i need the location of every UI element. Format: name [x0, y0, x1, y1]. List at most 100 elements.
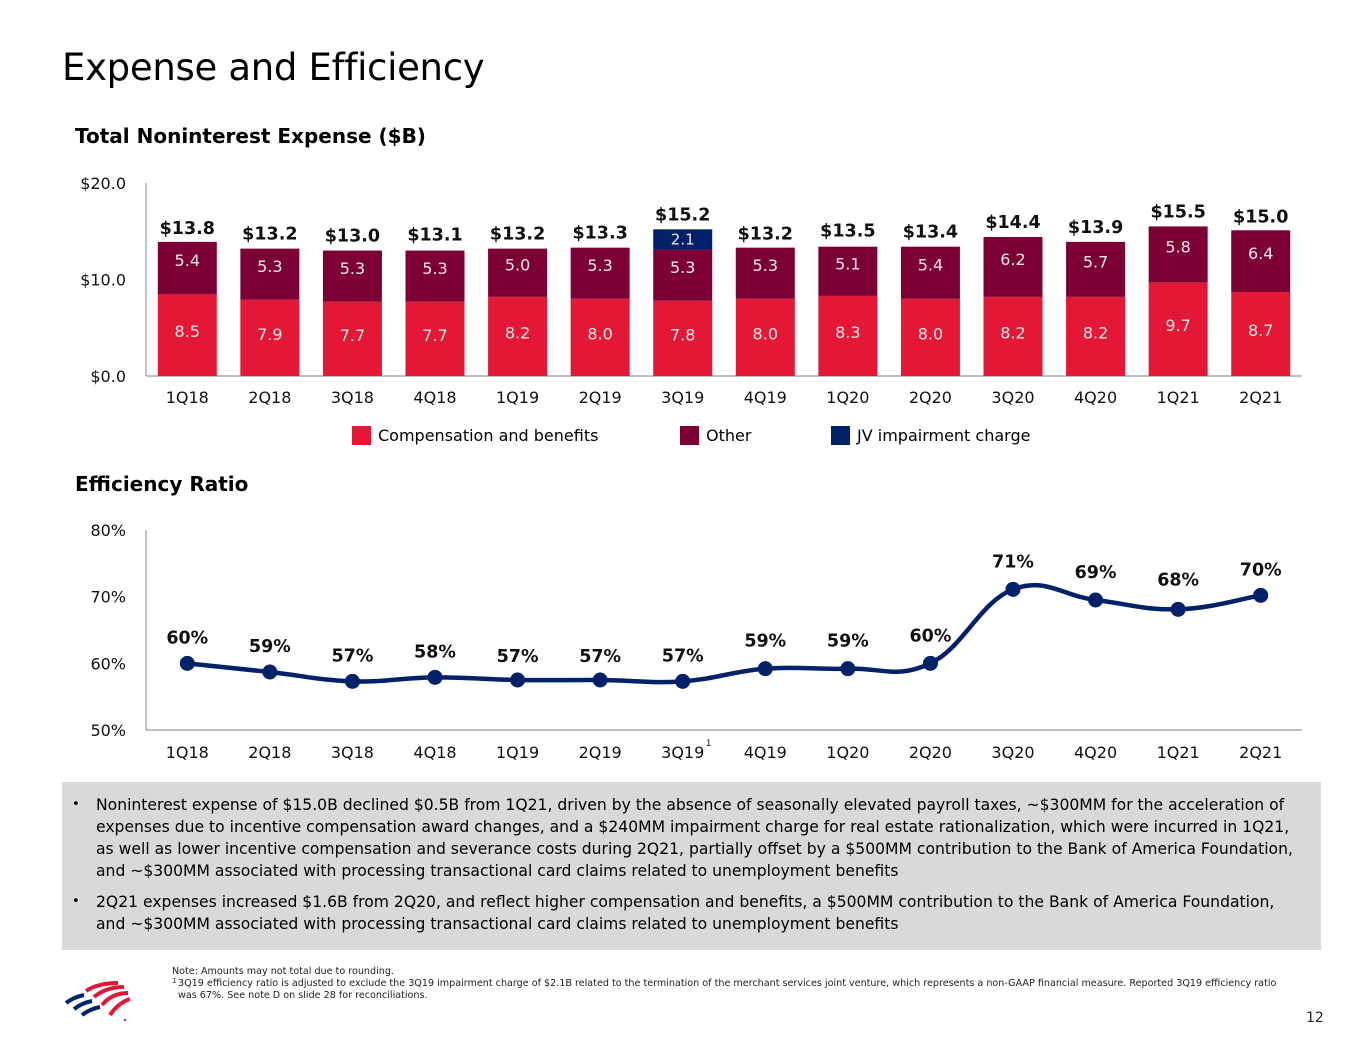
legend-item-compensation: Compensation and benefits	[352, 424, 598, 446]
bar-segment-label: 5.3	[753, 256, 778, 275]
bar-segment-other	[653, 249, 713, 301]
bar-segment-other	[240, 248, 300, 300]
bar-total-label: $13.8	[160, 219, 215, 239]
efficiency-ratio-point	[1253, 587, 1269, 603]
legend-swatch-jv	[831, 425, 850, 445]
legend-swatch-compensation	[352, 425, 371, 445]
bar-segment-compensation-and-benefits	[983, 296, 1043, 376]
bar-segment-label: 8.2	[1000, 323, 1025, 342]
x-tick-label: 1Q19	[496, 388, 539, 407]
bar-segment-label: 7.7	[340, 326, 365, 345]
efficiency-ratio-label: 57%	[497, 647, 539, 667]
efficiency-ratio-point	[592, 672, 608, 688]
bar-segment-compensation-and-benefits	[157, 293, 217, 376]
bar-total-label: $13.4	[903, 223, 958, 243]
efficiency-ratio-point	[1088, 592, 1104, 608]
x-tick-label: 2Q18	[248, 388, 291, 407]
bar-total-label: $13.5	[820, 222, 875, 242]
bar-segment-label: 5.8	[1165, 237, 1190, 256]
x-tick-footnote-marker: 1	[706, 739, 712, 749]
bar-segment-other	[570, 247, 630, 299]
bar-segment-label: 5.7	[1083, 252, 1108, 271]
efficiency-ratio-point	[757, 661, 773, 677]
legend-label-other: Other	[706, 425, 752, 445]
bar-total-label: $13.0	[325, 227, 380, 247]
x-tick-label: 1Q18	[166, 388, 209, 407]
bar-segment-other	[900, 246, 960, 299]
efficiency-ratio-point	[510, 672, 526, 688]
footnote-note: Note: Amounts may not total due to round…	[172, 966, 394, 977]
efficiency-ratio-point	[262, 664, 278, 680]
efficiency-ratio-label: 71%	[992, 552, 1034, 572]
commentary-box: Noninterest expense of $15.0B declined $…	[62, 782, 1321, 950]
bar-segment-compensation-and-benefits	[653, 300, 713, 376]
bar-segment-label: 5.3	[670, 258, 695, 277]
bar-segment-other	[1148, 226, 1208, 283]
x-tick-label: 4Q20	[1074, 743, 1117, 762]
efficiency-ratio-point	[1005, 581, 1021, 597]
bar-segment-label: 7.9	[257, 325, 282, 344]
legend-item-other: Other	[680, 424, 751, 446]
y-tick-label: 80%	[90, 521, 126, 540]
bar-segment-label: 5.3	[257, 257, 282, 276]
bar-segment-other	[818, 246, 878, 296]
bar-segment-other	[405, 250, 465, 302]
legend-label-jv: JV impairment charge	[857, 425, 1031, 445]
x-tick-label: 2Q19	[579, 743, 622, 762]
bar-segment-other	[488, 248, 548, 297]
bar-segment-label: 7.8	[670, 325, 695, 344]
efficiency-ratio-label: 69%	[1075, 563, 1117, 583]
expense-chart-title: Total Noninterest Expense ($B)	[75, 124, 426, 148]
efficiency-ratio-point	[922, 655, 938, 671]
bar-segment-label: 9.7	[1165, 316, 1190, 335]
legend-item-jv: JV impairment charge	[831, 424, 1030, 446]
bar-segment-label: 5.3	[340, 259, 365, 278]
efficiency-ratio-point	[427, 669, 443, 685]
bar-segment-compensation-and-benefits	[900, 298, 960, 376]
efficiency-ratio-point	[179, 655, 195, 671]
efficiency-ratio-label: 58%	[414, 642, 456, 662]
bar-segment-label: 8.5	[175, 322, 200, 341]
efficiency-ratio-label: 59%	[827, 632, 869, 652]
efficiency-ratio-label: 60%	[909, 626, 951, 646]
x-tick-label: 4Q18	[413, 743, 456, 762]
bar-segment-compensation-and-benefits	[735, 298, 795, 376]
efficiency-ratio-label: 57%	[662, 646, 704, 666]
bar-segment-label: 5.3	[587, 256, 612, 275]
bar-segment-other	[735, 247, 795, 299]
bar-segment-jv-impairment-charge	[653, 229, 713, 250]
bar-total-label: $15.0	[1233, 207, 1288, 227]
efficiency-ratio-point	[675, 673, 691, 689]
y-tick-label: 50%	[90, 721, 126, 740]
x-tick-label: 4Q19	[744, 743, 787, 762]
bar-segment-label: 7.7	[422, 326, 447, 345]
bar-segment-label: 5.4	[918, 256, 943, 275]
bar-total-label: $14.4	[985, 213, 1040, 233]
bar-segment-other	[157, 241, 217, 294]
efficiency-ratio-point	[1170, 601, 1186, 617]
legend-label-compensation: Compensation and benefits	[378, 425, 599, 445]
x-tick-label: 1Q21	[1157, 388, 1200, 407]
bar-total-label: $13.2	[490, 225, 545, 245]
page-number: 12	[1306, 1010, 1324, 1026]
bar-segment-label: 6.4	[1248, 244, 1273, 263]
x-tick-label: 3Q18	[331, 388, 374, 407]
bar-segment-label: 8.0	[753, 324, 778, 343]
bar-total-label: $15.2	[655, 205, 710, 225]
efficiency-ratio-line	[187, 582, 1262, 685]
bar-segment-compensation-and-benefits	[1231, 292, 1291, 376]
expense-bar-chart: $0.0 $10.0 $20.0 8.5 5.4 $13.8 1Q18 7.9 5.3 $13.2…	[80, 174, 1302, 407]
footnote-1-text: 3Q19 efficiency ratio is adjusted to exc…	[178, 978, 1277, 1001]
efficiency-line-chart: 50% 60% 70% 80% 60% 59% 57% 58% 57% 57% 57% 59% 59% 6…	[90, 521, 1302, 762]
y-tick-label: $0.0	[90, 367, 126, 386]
x-tick-label: 3Q20	[991, 743, 1034, 762]
bar-segment-other	[322, 250, 382, 302]
bar-segment-label: 8.0	[918, 324, 943, 343]
bar-total-label: $13.9	[1068, 218, 1123, 238]
x-tick-label: 3Q19	[661, 743, 704, 762]
x-tick-label: 1Q21	[1157, 743, 1200, 762]
x-tick-label: 4Q18	[413, 388, 456, 407]
x-tick-label: 2Q20	[909, 743, 952, 762]
bar-segment-label: 2.1	[671, 230, 695, 248]
bar-segment-other	[983, 237, 1043, 297]
